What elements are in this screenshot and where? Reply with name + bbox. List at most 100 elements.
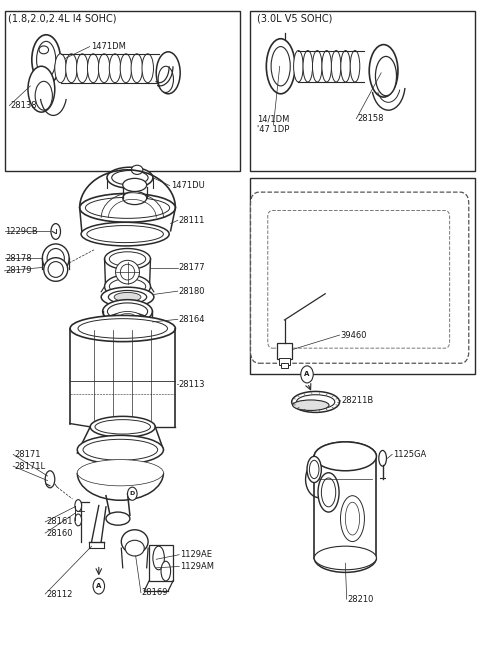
Ellipse shape (123, 191, 147, 204)
Ellipse shape (112, 171, 148, 185)
Ellipse shape (113, 311, 142, 325)
Ellipse shape (32, 35, 60, 85)
Ellipse shape (36, 41, 56, 78)
Ellipse shape (331, 51, 341, 82)
Ellipse shape (161, 561, 170, 581)
Ellipse shape (85, 197, 169, 218)
Bar (250, 11, 475, 171)
Text: 28210: 28210 (348, 595, 374, 604)
Ellipse shape (95, 420, 151, 434)
Ellipse shape (87, 54, 99, 83)
Ellipse shape (83, 440, 157, 461)
Text: 1129AE: 1129AE (180, 550, 212, 559)
Ellipse shape (303, 51, 312, 82)
Ellipse shape (142, 54, 154, 83)
Ellipse shape (132, 166, 143, 174)
Text: 28179: 28179 (5, 266, 32, 275)
Ellipse shape (271, 47, 290, 86)
Ellipse shape (78, 319, 168, 338)
Text: '47 1DP: '47 1DP (257, 125, 289, 134)
Ellipse shape (103, 313, 153, 336)
Ellipse shape (108, 290, 147, 304)
Ellipse shape (103, 300, 153, 323)
Ellipse shape (121, 530, 148, 553)
Ellipse shape (75, 499, 82, 511)
Text: 28180: 28180 (179, 286, 205, 296)
Ellipse shape (314, 442, 376, 471)
FancyBboxPatch shape (268, 210, 450, 348)
Bar (279, 358, 290, 365)
Text: 28178: 28178 (5, 254, 32, 263)
Ellipse shape (345, 502, 360, 535)
Ellipse shape (77, 460, 163, 486)
Text: 28177: 28177 (179, 263, 205, 272)
Text: 28111: 28111 (179, 215, 205, 225)
Text: 28164: 28164 (179, 315, 205, 324)
Ellipse shape (116, 260, 140, 284)
Ellipse shape (35, 81, 52, 110)
Ellipse shape (119, 313, 136, 323)
Ellipse shape (66, 54, 77, 83)
Ellipse shape (131, 54, 143, 83)
Ellipse shape (75, 514, 82, 526)
Ellipse shape (379, 451, 386, 466)
Text: A: A (304, 371, 310, 377)
Ellipse shape (307, 457, 322, 483)
Ellipse shape (294, 51, 303, 82)
Ellipse shape (312, 51, 322, 82)
Ellipse shape (340, 495, 364, 541)
Text: 1471DU: 1471DU (170, 181, 204, 190)
Text: (1.8,2.0,2.4L I4 SOHC): (1.8,2.0,2.4L I4 SOHC) (8, 13, 116, 24)
Ellipse shape (55, 54, 66, 83)
Ellipse shape (123, 178, 147, 191)
Ellipse shape (47, 248, 64, 268)
Ellipse shape (293, 400, 329, 411)
Ellipse shape (28, 66, 55, 112)
Ellipse shape (44, 258, 68, 281)
Ellipse shape (120, 264, 135, 280)
Ellipse shape (266, 39, 295, 94)
Text: 28112: 28112 (46, 589, 72, 599)
Text: 1229CB: 1229CB (5, 227, 38, 236)
Bar (149, 545, 173, 581)
Ellipse shape (45, 471, 55, 487)
Ellipse shape (120, 54, 132, 83)
Ellipse shape (310, 461, 319, 479)
Circle shape (128, 487, 137, 500)
Ellipse shape (107, 168, 153, 188)
Text: 28169: 28169 (142, 588, 168, 597)
Ellipse shape (42, 244, 69, 273)
Text: 28160: 28160 (46, 528, 72, 537)
Text: 1125GA: 1125GA (393, 450, 426, 459)
Circle shape (93, 578, 105, 594)
Text: 28211B: 28211B (341, 396, 374, 405)
FancyBboxPatch shape (251, 192, 469, 363)
Ellipse shape (125, 540, 144, 556)
Ellipse shape (98, 54, 110, 83)
Ellipse shape (105, 275, 151, 298)
Ellipse shape (77, 436, 163, 464)
Ellipse shape (48, 261, 63, 277)
Ellipse shape (318, 473, 339, 512)
Ellipse shape (369, 45, 398, 97)
Ellipse shape (314, 546, 376, 570)
Text: 28158: 28158 (357, 114, 384, 124)
Ellipse shape (109, 54, 121, 83)
Text: 28161: 28161 (46, 518, 72, 526)
Text: D: D (130, 491, 135, 496)
Ellipse shape (322, 51, 332, 82)
Ellipse shape (80, 193, 175, 222)
Ellipse shape (106, 512, 130, 525)
Ellipse shape (90, 417, 156, 438)
Ellipse shape (109, 279, 146, 294)
Ellipse shape (153, 546, 164, 570)
Text: 39460: 39460 (340, 330, 367, 340)
Ellipse shape (39, 46, 48, 54)
Ellipse shape (297, 395, 335, 409)
Ellipse shape (350, 51, 360, 82)
Text: 28171L: 28171L (14, 462, 45, 470)
Ellipse shape (108, 316, 147, 333)
Ellipse shape (70, 315, 175, 342)
Text: 14/1DM: 14/1DM (257, 114, 289, 124)
Text: 28113: 28113 (179, 380, 205, 389)
